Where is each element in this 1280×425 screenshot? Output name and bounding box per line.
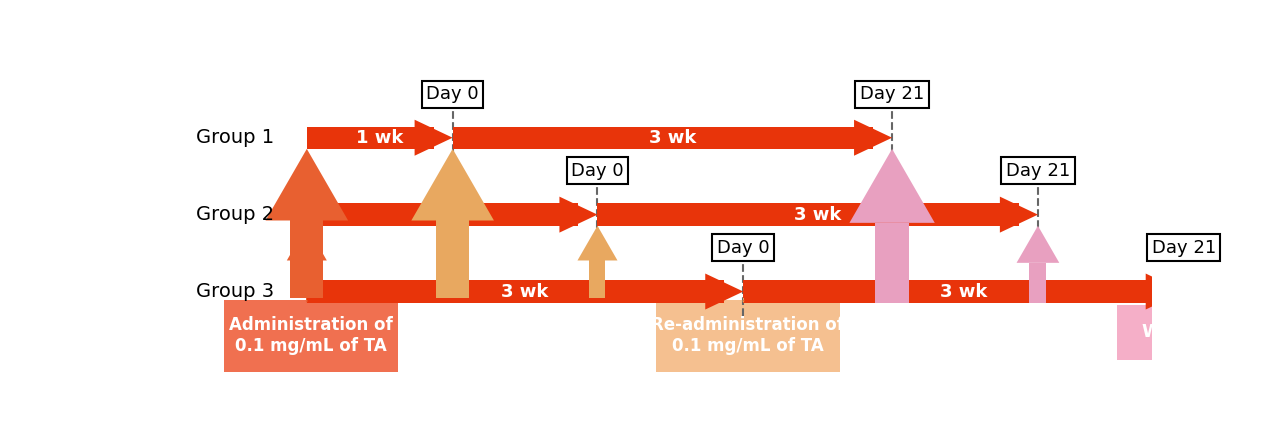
Text: 1 wk: 1 wk	[356, 129, 403, 147]
Polygon shape	[1146, 274, 1184, 309]
FancyBboxPatch shape	[598, 204, 1019, 226]
Text: Day 0: Day 0	[571, 162, 623, 180]
FancyBboxPatch shape	[876, 223, 909, 303]
Polygon shape	[742, 300, 745, 303]
Text: Day 0: Day 0	[717, 239, 769, 257]
Text: 3 wk: 3 wk	[649, 129, 696, 147]
FancyBboxPatch shape	[307, 280, 724, 303]
Text: 3 wk: 3 wk	[940, 283, 987, 300]
FancyBboxPatch shape	[307, 204, 579, 226]
FancyBboxPatch shape	[298, 261, 315, 298]
Text: Day 21: Day 21	[1152, 239, 1216, 257]
FancyBboxPatch shape	[744, 280, 1165, 303]
Text: Administration of
0.1 mg/mL of TA: Administration of 0.1 mg/mL of TA	[229, 316, 393, 355]
Polygon shape	[1000, 197, 1038, 232]
Text: WST: WST	[1142, 323, 1187, 341]
FancyBboxPatch shape	[436, 221, 470, 298]
Text: Group 1: Group 1	[196, 128, 274, 147]
Text: Group 2: Group 2	[196, 205, 274, 224]
FancyBboxPatch shape	[224, 300, 398, 372]
FancyBboxPatch shape	[307, 127, 434, 149]
FancyBboxPatch shape	[1029, 263, 1047, 303]
Text: Re-administration of
0.1 mg/mL of TA: Re-administration of 0.1 mg/mL of TA	[652, 316, 845, 355]
Polygon shape	[854, 120, 892, 156]
FancyBboxPatch shape	[657, 300, 840, 372]
Polygon shape	[411, 149, 494, 221]
Polygon shape	[705, 274, 744, 309]
Text: Group 3: Group 3	[196, 282, 274, 301]
Polygon shape	[287, 226, 326, 261]
Polygon shape	[577, 226, 617, 261]
Polygon shape	[265, 149, 348, 221]
Text: Day 21: Day 21	[1006, 162, 1070, 180]
Polygon shape	[559, 197, 598, 232]
FancyBboxPatch shape	[590, 261, 605, 298]
Text: 3 wk: 3 wk	[794, 206, 841, 224]
Text: 3 wk: 3 wk	[502, 283, 549, 300]
Polygon shape	[850, 149, 934, 223]
Polygon shape	[306, 300, 308, 303]
FancyBboxPatch shape	[453, 127, 873, 149]
Text: Day 0: Day 0	[426, 85, 479, 103]
FancyBboxPatch shape	[291, 221, 324, 298]
Text: Day 21: Day 21	[860, 85, 924, 103]
FancyBboxPatch shape	[1117, 305, 1212, 360]
Text: 2 wk: 2 wk	[429, 206, 476, 224]
Polygon shape	[1016, 226, 1060, 263]
Polygon shape	[415, 120, 453, 156]
